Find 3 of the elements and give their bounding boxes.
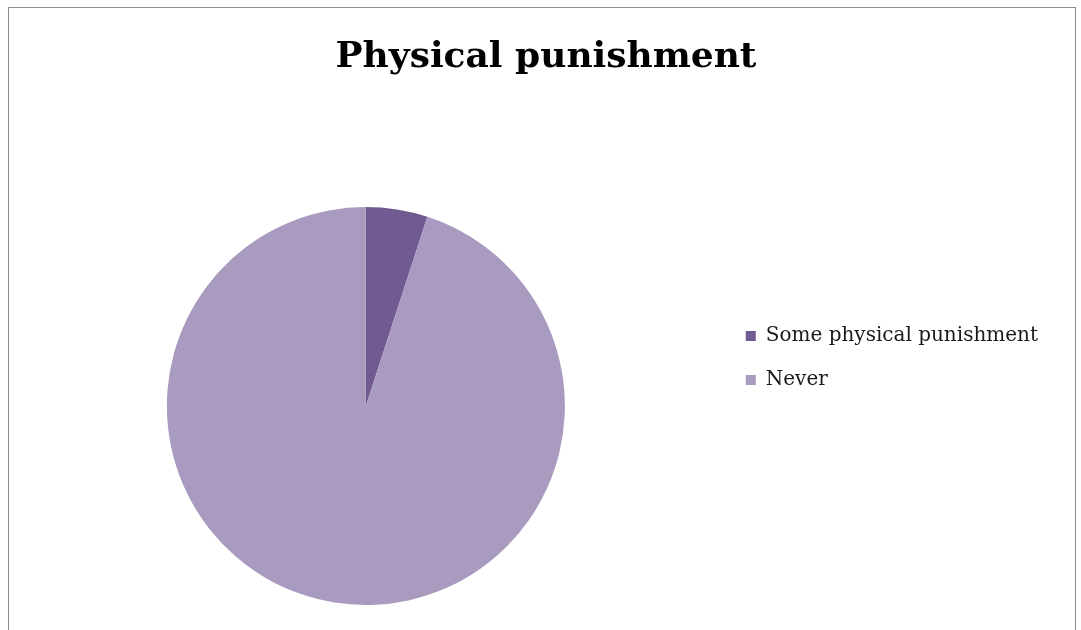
legend-label: Never — [765, 366, 829, 391]
chart-title: Physical punishment — [334, 33, 758, 77]
legend-label: Some physical punishment — [765, 322, 1038, 347]
